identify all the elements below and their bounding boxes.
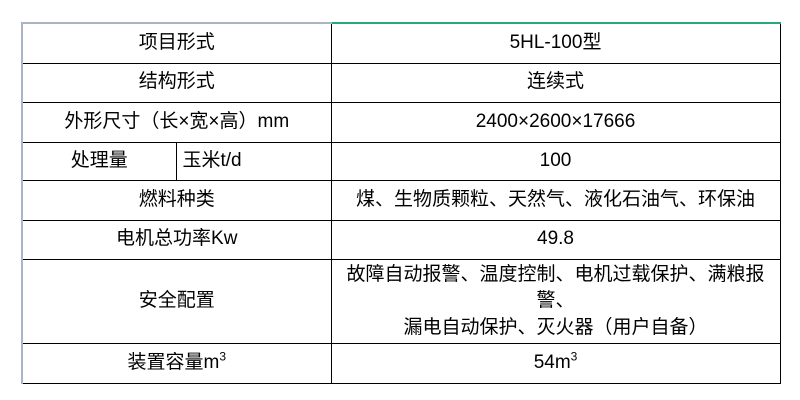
table-row-project-type: 项目形式 5HL-100型 (20, 22, 781, 64)
safety-config-line-2: 漏电自动保护、灭火器（用户自备） (403, 316, 708, 338)
table-row-fuel-types: 燃料种类 煤、生物质颗粒、天然气、液化石油气、环保油 (20, 179, 781, 221)
row-label-motor-power: 电机总功率Kw (20, 219, 332, 260)
row-value-motor-power: 49.8 (330, 219, 781, 260)
safety-config-line-1: 故障自动报警、温度控制、电机过载保护、满粮报警、 (346, 263, 765, 312)
table-row-capacity: 处理量 玉米t/d 100 (21, 141, 781, 181)
row-sublabel-capacity-unit: 玉米t/d (175, 141, 332, 181)
table-row-motor-power: 电机总功率Kw 49.8 (20, 219, 781, 260)
product-spec-table: 项目形式 5HL-100型 结构形式 连续式 外形尺寸（长×宽×高）mm 240… (20, 22, 781, 385)
row-label-fuel-types: 燃料种类 (20, 179, 332, 221)
row-label-safety-config: 安全配置 (20, 258, 332, 345)
row-value-structure-type: 连续式 (330, 62, 781, 103)
row-label-structure-type: 结构形式 (20, 62, 332, 103)
device-volume-value-superscript: 3 (570, 350, 578, 365)
device-volume-value-base: 54m (533, 352, 571, 374)
row-label-dimensions: 外形尺寸（长×宽×高）mm (20, 101, 332, 143)
row-value-capacity: 100 (330, 141, 781, 181)
device-volume-label-base: 装置容量m (127, 352, 220, 374)
device-volume-label-superscript: 3 (219, 350, 227, 365)
table-row-dimensions: 外形尺寸（长×宽×高）mm 2400×2600×17666 (20, 101, 781, 143)
row-label-device-volume: 装置容量m3 (20, 343, 332, 385)
row-value-device-volume: 54m3 (330, 343, 781, 385)
row-label-capacity: 处理量 (21, 141, 177, 181)
row-value-safety-config: 故障自动报警、温度控制、电机过载保护、满粮报警、 漏电自动保护、灭火器（用户自备… (330, 258, 781, 345)
row-value-dimensions: 2400×2600×17666 (330, 101, 781, 143)
row-value-fuel-types: 煤、生物质颗粒、天然气、液化石油气、环保油 (330, 179, 781, 221)
row-label-project-type: 项目形式 (20, 22, 332, 64)
table-row-device-volume: 装置容量m3 54m3 (20, 343, 781, 385)
table-row-structure-type: 结构形式 连续式 (20, 62, 781, 103)
row-value-model: 5HL-100型 (330, 22, 781, 64)
table-row-safety-config: 安全配置 故障自动报警、温度控制、电机过载保护、满粮报警、 漏电自动保护、灭火器… (20, 258, 781, 345)
